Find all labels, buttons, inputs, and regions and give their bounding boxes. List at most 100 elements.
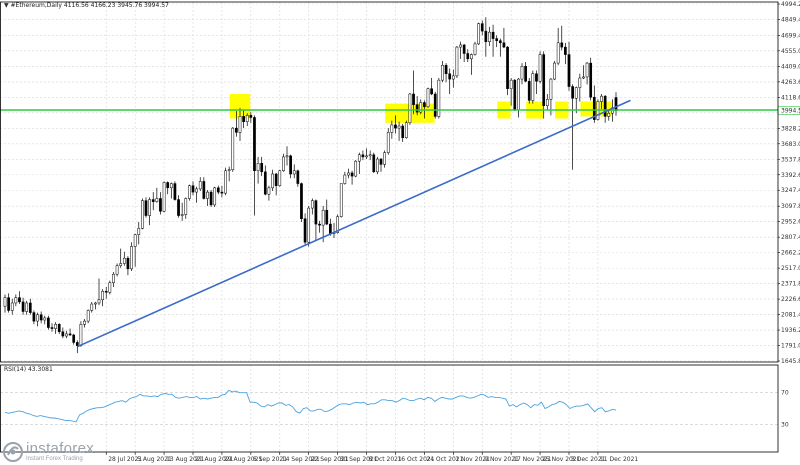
candle [267,185,271,201]
candle-body [560,42,564,48]
candle [376,156,379,174]
price-axis: 4994.20 4849.40 4699.40 4555.00 4409.00 4263.… [777,1,800,365]
candle-body [379,158,383,165]
time-tick-label: 22 Sep 2021 [311,456,349,463]
candle [249,112,253,123]
candle [253,115,256,216]
candle [101,289,104,307]
candle-body [115,265,119,275]
candle-body [43,317,47,321]
candle [466,49,470,63]
candle [495,35,499,48]
candle [112,272,115,287]
candle-body [36,314,39,322]
candle-body [3,297,7,307]
watermark-brand: instaforex [26,439,95,457]
candle-body [451,75,455,80]
candle-body [506,46,509,89]
candle [462,43,466,63]
pane-frames [0,1,779,453]
time-tick-label: 9 Nov 2021 [484,456,519,463]
candle-body [459,44,462,48]
candle [560,25,564,51]
drawn-lines [0,99,778,348]
candle-body [480,23,484,32]
candle [574,86,578,114]
candle-body [336,216,339,233]
candle-body [357,154,361,162]
candle-body [376,158,379,173]
candle [137,221,141,245]
candle-body [430,88,433,95]
candle-body [462,44,466,54]
candle-body [224,170,227,194]
candle [415,96,419,116]
candle-body [209,191,213,206]
candle-body [7,297,10,311]
candle [582,65,585,80]
candle-body [408,93,412,124]
time-tick-label: 16 Oct 2021 [397,456,434,463]
candle [18,291,21,305]
price-tick-label: 2517.00 [781,265,800,272]
candle-body [473,43,477,55]
highlight-zone [229,94,251,119]
symbol-icon[interactable]: ▼ [4,2,11,9]
candle [603,95,607,123]
candle [318,220,321,233]
candle-body [282,156,285,172]
candle [477,22,480,45]
candle-body [520,66,524,80]
candle-body [238,116,242,133]
candle [531,70,535,104]
candle [321,205,325,243]
candle-body [495,38,499,41]
candle-body [314,200,318,225]
candle-body [386,132,390,153]
candle [68,328,72,337]
candle [79,321,83,347]
candle-body [202,181,206,199]
candle-body [191,185,195,193]
candle-body [260,163,264,173]
candle [509,78,513,106]
candle-body [582,76,585,79]
candle-body [397,125,401,129]
candle [426,87,430,108]
price-tick-label: 2081.40 [781,312,800,319]
candle [357,152,361,174]
price-tick-label: 3247.40 [781,187,800,194]
time-tick-label: 24 Oct 2021 [426,456,463,463]
price-tick-label: 2371.80 [781,281,800,288]
candle [520,63,524,85]
candle-body [329,223,332,234]
candle [151,192,155,211]
candle-body [180,214,184,216]
candle-body [133,234,137,247]
candle [10,298,14,315]
candle-body [21,301,25,312]
candle [90,301,94,313]
candle [50,323,54,332]
candle [180,202,184,221]
candle-body [564,46,567,55]
candle-body [292,170,296,175]
watermark-tagline: Instant Forex Trading [26,455,83,462]
candle-body [321,209,325,226]
price-tick-label: 3537.80 [781,156,800,163]
candle [553,60,556,81]
candle-body [339,183,343,217]
price-tick-label: 1791.00 [781,343,800,350]
candle-body [101,291,104,301]
candle [72,333,76,345]
candle [21,297,25,315]
candle-body [477,23,480,45]
candle [401,123,405,142]
candle [36,312,39,327]
candle-body [213,187,217,206]
candle [256,156,260,184]
candle [354,160,358,178]
candle [488,26,491,47]
candle-body [556,42,560,64]
candle-body [592,96,596,120]
